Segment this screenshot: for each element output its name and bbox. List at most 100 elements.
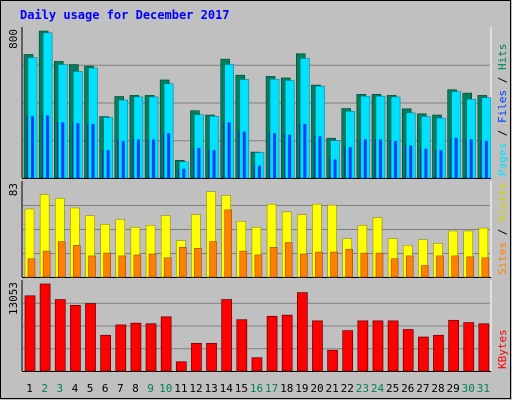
x-tick-label: 26 [401, 382, 414, 395]
bar-files-inner [439, 150, 443, 178]
x-tick-label: 3 [57, 382, 64, 395]
bar-files-inner [288, 134, 292, 178]
series-label-files: Files [496, 90, 509, 123]
bar-kbytes [251, 357, 263, 372]
panel-kbytes: 13053 KBytes [7, 280, 509, 372]
bar-files-inner [273, 133, 277, 178]
bar-kbytes [327, 349, 338, 372]
x-tick-label: 6 [102, 382, 109, 395]
bar-kbytes [296, 292, 308, 372]
bar-sites [300, 253, 308, 278]
bar-sites [103, 252, 111, 278]
bar-kbytes [54, 299, 66, 372]
y-max-label: 800 [7, 29, 20, 49]
bar-sites [436, 255, 444, 278]
bar-kbytes [281, 314, 293, 372]
right-series-label: KBytes [496, 329, 509, 369]
bar-sites [360, 252, 369, 278]
bar-sites [88, 255, 96, 278]
bar-files-inner [182, 168, 186, 178]
bar-files-inner [424, 148, 428, 178]
x-tick-label: 5 [87, 382, 94, 395]
x-tick-label: 28 [431, 382, 444, 395]
bar-kbytes [206, 342, 217, 372]
bar-files-inner [167, 133, 171, 178]
bar-sites [163, 257, 172, 278]
x-tick-label: 11 [174, 382, 187, 395]
x-tick-label: 23 [356, 382, 369, 395]
x-tick-label: 17 [265, 382, 278, 395]
x-axis-labels: 1 2 3 4 5 6 7 8 9 10 11 12 13 14 15 16 17 18 19 20 21 22 23 24 2… [26, 382, 490, 395]
bar-files-inner [136, 139, 140, 178]
x-tick-label: 25 [386, 382, 399, 395]
bar-kbytes [100, 334, 111, 372]
x-tick-label: 18 [280, 382, 293, 395]
bar-files-inner [121, 140, 125, 178]
bar-files-inner [91, 123, 95, 178]
bar-sites [284, 242, 293, 278]
y-max-label: 83 [7, 183, 20, 196]
bar-files-inner [257, 165, 261, 178]
bar-sites [315, 251, 323, 278]
x-tick-label: 31 [477, 382, 490, 395]
bar-kbytes [312, 320, 323, 372]
bar-files-inner [348, 147, 352, 178]
x-tick-label: 8 [132, 382, 139, 395]
bar-files-inner [333, 159, 337, 178]
bar-sites [179, 247, 187, 278]
bar-files-inner [469, 139, 473, 178]
bar-sites [451, 255, 459, 278]
bar-files-inner [76, 123, 80, 178]
bar-kbytes [130, 322, 142, 372]
label-separator: / [496, 123, 509, 143]
x-tick-label: 20 [310, 382, 323, 395]
chart-panels: 800 Pages / Files / Hits 83 Sites / Visits 1… [7, 27, 509, 372]
label-separator: / [496, 222, 509, 242]
bar-files-inner [454, 137, 458, 178]
x-tick-label: 7 [117, 382, 124, 395]
bar-sites [330, 251, 338, 278]
bar-files-inner [318, 136, 322, 178]
x-tick-label: 22 [341, 382, 354, 395]
bar-files-inner [363, 139, 367, 178]
bar-sites [194, 248, 202, 278]
bar-sites [118, 255, 127, 278]
bar-files-inner [212, 150, 216, 178]
bar-sites [133, 254, 142, 278]
bar-sites [148, 253, 157, 278]
bar-kbytes [387, 320, 399, 372]
bar-kbytes [463, 322, 475, 372]
bar-files-inner [61, 122, 65, 178]
bar-sites [466, 256, 474, 278]
bar-kbytes [236, 319, 248, 372]
bar-sites [58, 241, 66, 278]
bar-files-inner [394, 140, 398, 178]
panel-hits-files-pages: 800 Pages / Files / Hits [7, 27, 509, 179]
bar-kbytes [39, 283, 51, 372]
bar-sites [27, 258, 36, 278]
bar-files-inner [106, 150, 110, 178]
bar-kbytes [478, 323, 490, 372]
bars-kbytes [24, 283, 490, 372]
bar-kbytes [175, 361, 187, 372]
bar-sites [345, 248, 353, 278]
series-label-pages: Pages [496, 143, 509, 176]
bar-sites [73, 245, 81, 278]
panel-visits-sites: 83 Sites / Visits [7, 181, 509, 278]
bar-files-inner [46, 115, 50, 178]
x-tick-label: 10 [159, 382, 172, 395]
bar-kbytes [24, 295, 36, 372]
x-tick-label: 16 [250, 382, 263, 395]
bar-sites [209, 241, 217, 278]
bar-sites [405, 255, 414, 278]
y-max-label: 13053 [7, 282, 20, 315]
x-tick-label: 15 [235, 382, 248, 395]
bar-files-inner [31, 116, 34, 178]
bars-hits-files-pages [23, 30, 492, 179]
bar-kbytes [221, 299, 233, 372]
right-series-label: Sites / Visits [496, 182, 509, 275]
x-tick-label: 14 [220, 382, 234, 395]
x-tick-label: 13 [204, 382, 217, 395]
